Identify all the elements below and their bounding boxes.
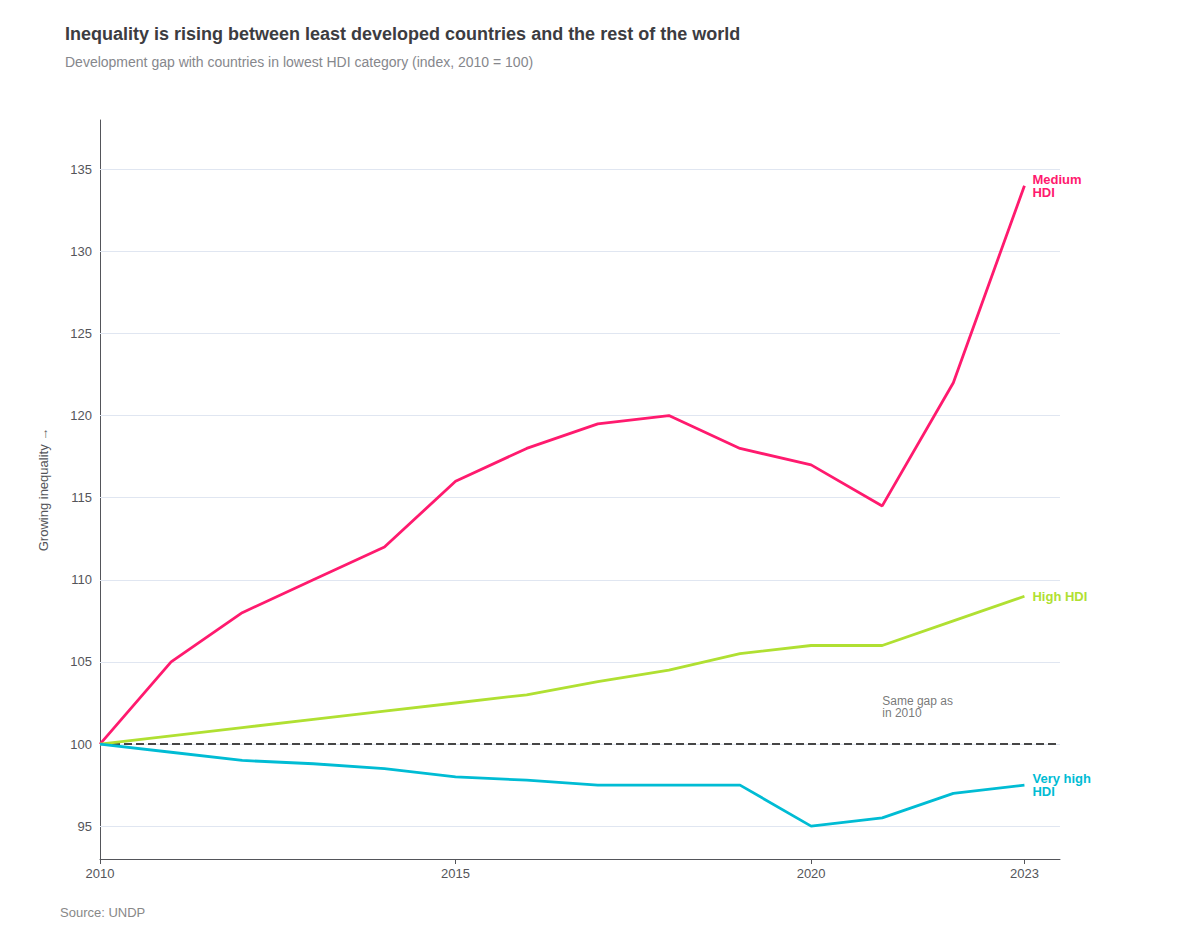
- svg-text:Inequality is rising between l: Inequality is rising between least devel…: [65, 24, 740, 44]
- svg-text:125: 125: [70, 326, 92, 341]
- svg-text:100: 100: [70, 737, 92, 752]
- svg-text:in 2010: in 2010: [882, 706, 922, 720]
- svg-text:135: 135: [70, 162, 92, 177]
- svg-text:High HDI: High HDI: [1032, 589, 1087, 604]
- svg-text:2015: 2015: [441, 866, 470, 881]
- svg-text:120: 120: [70, 408, 92, 423]
- svg-text:2020: 2020: [797, 866, 826, 881]
- svg-text:2010: 2010: [86, 866, 115, 881]
- svg-text:115: 115: [71, 490, 92, 505]
- svg-text:Development gap with countries: Development gap with countries in lowest…: [65, 54, 533, 70]
- svg-text:105: 105: [70, 654, 92, 669]
- svg-text:Very high: Very high: [1032, 771, 1091, 787]
- svg-text:Source: UNDP: Source: UNDP: [60, 905, 145, 920]
- svg-text:HDI: HDI: [1032, 784, 1054, 799]
- svg-text:Same gap as: Same gap as: [882, 694, 953, 709]
- svg-text:95: 95: [78, 819, 92, 834]
- svg-text:Growing inequality →: Growing inequality →: [36, 428, 51, 552]
- svg-text:2023: 2023: [1010, 866, 1039, 881]
- svg-text:Medium: Medium: [1032, 171, 1082, 187]
- svg-text:HDI: HDI: [1032, 185, 1054, 200]
- svg-text:130: 130: [70, 244, 92, 259]
- svg-text:110: 110: [71, 572, 92, 587]
